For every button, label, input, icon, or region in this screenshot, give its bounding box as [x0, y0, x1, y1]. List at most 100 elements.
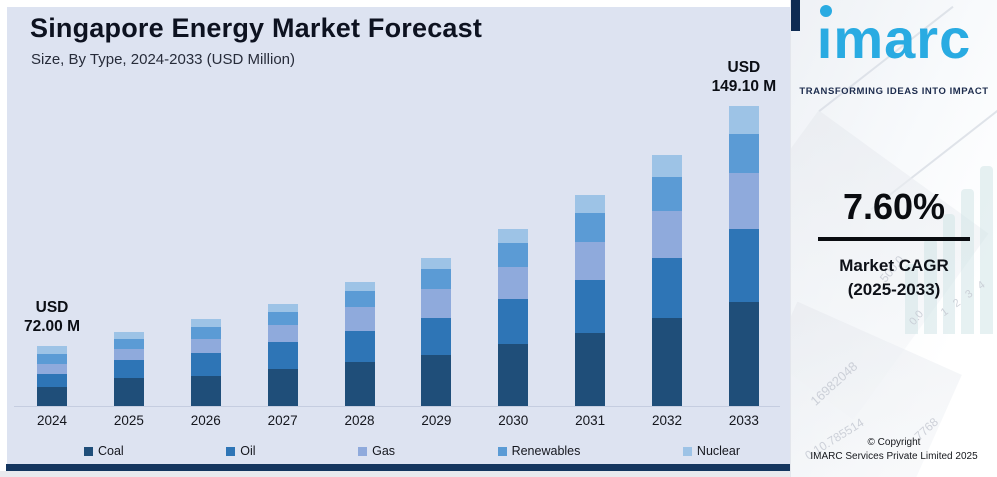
bar-column-2028: 2028 — [328, 0, 392, 428]
bar-segment-oil-2027 — [267, 342, 298, 369]
logo-i-dot-icon — [819, 5, 832, 17]
bar-segment-nuclear-2027 — [267, 304, 298, 312]
bar-2026 — [190, 319, 221, 406]
bar-segment-renewables-2028 — [344, 291, 375, 307]
bar-column-2033: 2033 USD 149.10 M — [711, 0, 777, 428]
x-axis-label-2031: 2031 — [575, 413, 606, 428]
bar-segment-nuclear-2028 — [344, 282, 375, 291]
cagr-value: 7.60% — [842, 186, 946, 227]
bar-segment-coal-2031 — [575, 333, 606, 406]
bar-segment-oil-2031 — [575, 280, 606, 333]
copyright-line2: IMARC Services Private Limited 2025 — [810, 451, 978, 462]
bar-column-2024: 2024 USD 72.00 M — [20, 0, 84, 428]
bar-2024 — [37, 346, 67, 406]
legend-item-renewables: Renewables — [497, 444, 580, 458]
cagr-underline — [818, 237, 970, 241]
navy-accent — [791, 0, 800, 31]
bar-segment-oil-2028 — [344, 331, 375, 362]
x-axis-label-2024: 2024 — [36, 413, 68, 428]
bar-column-2029: 2029 — [404, 0, 468, 428]
legend-label: Oil — [240, 444, 256, 458]
bar-segment-nuclear-2026 — [190, 319, 221, 327]
data-label-2024: USD 72.00 M — [23, 299, 80, 335]
bar-segment-nuclear-2025 — [113, 332, 144, 339]
legend-item-gas: Gas — [358, 444, 395, 458]
legend-chip-coal — [84, 446, 93, 456]
cagr-label: Market CAGR — [839, 256, 949, 275]
x-axis-label-2032: 2032 — [651, 413, 683, 428]
cagr-block: 7.60% Market CAGR (2025-2033) — [791, 186, 997, 302]
bar-segment-nuclear-2030 — [498, 229, 529, 243]
brand-sidebar: 500.0 0.0 1 2 3 4 16982048 0.10.785514 7… — [790, 0, 997, 477]
bar-segment-nuclear-2031 — [575, 195, 606, 213]
bar-column-2027: 2027 — [251, 0, 315, 428]
legend-chip-oil — [226, 446, 236, 456]
bar-segment-renewables-2033 — [728, 134, 759, 173]
bar-2032 — [652, 155, 682, 406]
page-title: Singapore Energy Market Forecast — [30, 13, 483, 43]
bar-2031 — [575, 195, 606, 406]
bar-segment-nuclear-2024 — [37, 346, 67, 354]
x-axis-line — [14, 406, 780, 407]
bar-2029 — [421, 258, 452, 406]
bar-segment-oil-2032 — [652, 258, 682, 318]
copyright-line1: © Copyright — [867, 437, 921, 448]
bar-segment-gas-2031 — [575, 242, 606, 280]
bar-segment-oil-2033 — [728, 229, 759, 302]
legend-item-oil: Oil — [226, 444, 256, 458]
bar-segment-gas-2032 — [652, 211, 682, 258]
chart-legend: Coal Oil Gas Renewables Nuclear — [84, 444, 740, 458]
bar-segment-nuclear-2033 — [728, 106, 759, 134]
bar-segment-nuclear-2032 — [652, 155, 682, 177]
data-label-2033: USD 149.10 M — [711, 59, 777, 95]
bar-segment-renewables-2026 — [190, 327, 221, 339]
bar-segment-renewables-2031 — [575, 213, 606, 242]
bar-segment-coal-2024 — [37, 387, 67, 406]
bar-segment-oil-2029 — [421, 318, 452, 355]
bar-2025 — [113, 332, 144, 406]
bar-segment-renewables-2029 — [421, 269, 452, 289]
chart-subtitle: Size, By Type, 2024-2033 (USD Million) — [31, 51, 296, 68]
bar-segment-coal-2028 — [344, 362, 375, 406]
imarc-logo: ımarc TRANSFORMING IDEAS INTO IMPACT — [791, 5, 997, 97]
x-axis-label-2030: 2030 — [498, 413, 529, 428]
bar-2030 — [498, 229, 529, 406]
bar-2028 — [344, 282, 375, 406]
bar-column-2030: 2030 — [481, 0, 545, 428]
bar-segment-gas-2024 — [37, 364, 67, 374]
bar-column-2026: 2026 — [174, 0, 238, 428]
legend-item-nuclear: Nuclear — [682, 444, 740, 458]
legend-label: Nuclear — [696, 444, 740, 458]
bottom-accent-bar — [6, 464, 790, 471]
bar-segment-gas-2028 — [344, 307, 375, 331]
legend-label: Gas — [372, 444, 396, 458]
bar-chart: 2024 USD 72.00 M 2025 2026 2027 2028 2029 2030 20… — [20, 0, 777, 428]
x-axis-label-2033: 2033 — [728, 413, 759, 428]
bar-segment-coal-2033 — [728, 302, 759, 406]
bar-segment-renewables-2030 — [498, 243, 529, 267]
bar-segment-oil-2030 — [498, 299, 529, 344]
chart-panel: Singapore Energy Market Forecast Size, B… — [0, 0, 790, 477]
mini-bar-chart-decoration — [905, 166, 993, 334]
bar-column-2025: 2025 — [97, 0, 161, 428]
legend-item-coal: Coal — [84, 444, 124, 458]
bottom-margin — [0, 471, 790, 477]
bar-segment-gas-2033 — [728, 173, 759, 229]
bar-segment-gas-2027 — [267, 325, 298, 342]
legend-chip-gas — [358, 446, 368, 456]
bar-segment-renewables-2032 — [652, 177, 682, 211]
bar-segment-oil-2026 — [190, 353, 221, 376]
bar-segment-gas-2026 — [190, 339, 221, 353]
bar-segment-gas-2030 — [498, 267, 529, 299]
bar-segment-renewables-2024 — [37, 354, 67, 364]
x-axis-label-2029: 2029 — [421, 413, 452, 428]
bar-segment-coal-2032 — [652, 318, 682, 406]
bar-2027 — [267, 304, 298, 406]
bar-segment-gas-2029 — [421, 289, 452, 318]
legend-label: Coal — [98, 444, 124, 458]
bar-segment-coal-2026 — [190, 376, 221, 406]
x-axis-label-2025: 2025 — [113, 413, 144, 428]
bar-segment-coal-2030 — [498, 344, 529, 406]
bar-segment-coal-2027 — [267, 369, 298, 406]
